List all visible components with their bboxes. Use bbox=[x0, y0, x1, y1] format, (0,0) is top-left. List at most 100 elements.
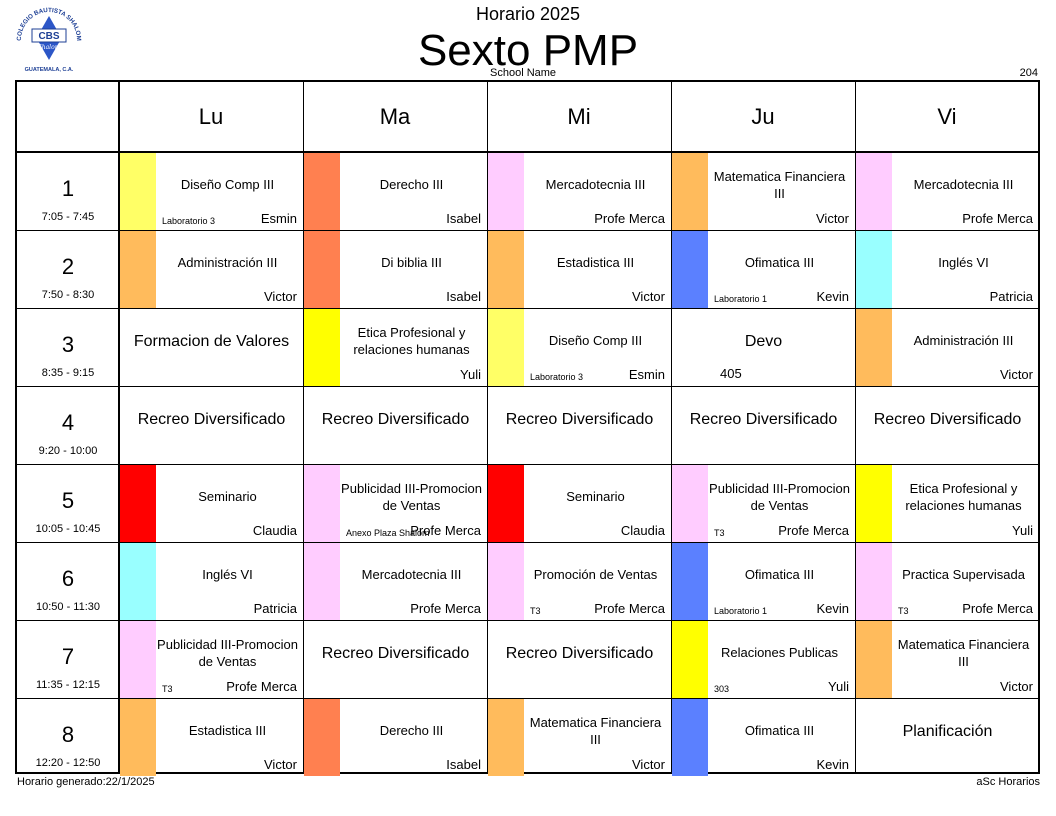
row-divider bbox=[17, 230, 1038, 231]
period-label: 4 9:20 - 10:00 bbox=[17, 386, 119, 464]
lesson-cell[interactable]: Matematica Financiera III Victor bbox=[488, 699, 671, 776]
lesson-cell[interactable]: Practica Supervisada T3 Profe Merca bbox=[856, 543, 1039, 620]
teacher-name: Profe Merca bbox=[778, 523, 849, 538]
generated-date: Horario generado:22/1/2025 bbox=[17, 776, 155, 788]
subject-name: Mercadotecnia III bbox=[361, 567, 462, 582]
lesson-cell[interactable]: Ofimatica III Laboratorio 1 Kevin bbox=[672, 231, 855, 308]
lesson-cell[interactable]: Publicidad III-Promocion de Ventas T3 Prof… bbox=[672, 465, 855, 542]
subject-name: Diseño Comp III bbox=[180, 177, 275, 192]
lesson-cell[interactable]: Ofimatica III Laboratorio 1 Kevin bbox=[672, 543, 855, 620]
subject-color-bar bbox=[488, 231, 524, 308]
subject-name: Relaciones Publicas bbox=[720, 645, 839, 660]
lesson-cell[interactable]: Di biblia III Isabel bbox=[304, 231, 487, 308]
lesson-cell[interactable]: Promoción de Ventas T3 Profe Merca bbox=[488, 543, 671, 620]
lesson-cell[interactable]: Inglés VI Patricia bbox=[120, 543, 303, 620]
subject-color-bar bbox=[304, 153, 340, 230]
subject-name: Recreo Diversificado bbox=[505, 645, 654, 662]
subject-name: Mercadotecnia III bbox=[913, 177, 1014, 192]
lesson-cell[interactable]: Matematica Financiera III Victor bbox=[856, 621, 1039, 698]
classroom-label: T3 bbox=[162, 684, 173, 694]
row-divider bbox=[17, 620, 1038, 621]
lesson-cell[interactable]: Seminario Claudia bbox=[488, 465, 671, 542]
subject-color-bar bbox=[672, 543, 708, 620]
row-divider bbox=[17, 151, 1038, 153]
subject-color-bar bbox=[120, 699, 156, 776]
subject-name: Derecho III bbox=[379, 723, 444, 738]
period-label: 6 10:50 - 11:30 bbox=[17, 542, 119, 620]
period-number: 6 bbox=[61, 566, 75, 591]
lesson-cell[interactable]: Administración III Victor bbox=[856, 309, 1039, 386]
lesson-cell[interactable]: Derecho III Isabel bbox=[304, 699, 487, 776]
lesson-cell[interactable]: Formacion de Valores bbox=[120, 309, 303, 386]
logo-banner bbox=[31, 28, 67, 43]
subject-name: Administración III bbox=[913, 333, 1014, 348]
teacher-name: Kevin bbox=[816, 757, 849, 772]
subject-name: Devo bbox=[744, 333, 783, 350]
lesson-cell[interactable]: Recreo Diversificado bbox=[304, 387, 487, 464]
subject-name: Estadistica III bbox=[556, 255, 635, 270]
teacher-name: Claudia bbox=[252, 523, 297, 538]
teacher-name: Patricia bbox=[253, 601, 297, 616]
column-divider bbox=[855, 82, 856, 772]
teacher-name: Profe Merca bbox=[226, 679, 297, 694]
lesson-cell[interactable]: Recreo Diversificado bbox=[672, 387, 855, 464]
lesson-cell[interactable]: Ofimatica III Kevin bbox=[672, 699, 855, 776]
lesson-cell[interactable]: Diseño Comp III Laboratorio 3 Esmin bbox=[488, 309, 671, 386]
lesson-cell[interactable]: Publicidad III-Promocion de Ventas T3 Prof… bbox=[120, 621, 303, 698]
period-number: 7 bbox=[61, 644, 75, 669]
teacher-name: Claudia bbox=[620, 523, 665, 538]
lesson-cell[interactable]: Etica Profesional y relaciones humanas Yu… bbox=[304, 309, 487, 386]
lesson-cell[interactable]: Recreo Diversificado bbox=[488, 621, 671, 698]
teacher-name: Profe Merca bbox=[962, 601, 1033, 616]
subject-name: Administración III bbox=[177, 255, 278, 270]
period-time: 8:35 - 9:15 bbox=[41, 367, 95, 379]
lesson-cell[interactable]: Devo 405 bbox=[672, 309, 855, 386]
row-divider bbox=[17, 698, 1038, 699]
lesson-cell[interactable]: Diseño Comp III Laboratorio 3 Esmin bbox=[120, 153, 303, 230]
lesson-cell[interactable]: Recreo Diversificado bbox=[856, 387, 1039, 464]
subject-color-bar bbox=[120, 231, 156, 308]
lesson-cell[interactable]: Estadistica III Victor bbox=[120, 699, 303, 776]
lesson-cell[interactable]: Estadistica III Victor bbox=[488, 231, 671, 308]
lesson-cell[interactable]: Inglés VI Patricia bbox=[856, 231, 1039, 308]
subject-name: Recreo Diversificado bbox=[873, 411, 1022, 428]
lesson-cell[interactable]: Recreo Diversificado bbox=[120, 387, 303, 464]
lesson-cell[interactable]: Mercadotecnia III Profe Merca bbox=[856, 153, 1039, 230]
lesson-cell[interactable]: Derecho III Isabel bbox=[304, 153, 487, 230]
subject-color-bar bbox=[856, 543, 892, 620]
subject-color-bar bbox=[856, 231, 892, 308]
period-label: 5 10:05 - 10:45 bbox=[17, 464, 119, 542]
subject-name: Formacion de Valores bbox=[133, 333, 290, 350]
subject-name: Matematica Financiera III bbox=[897, 636, 1030, 669]
teacher-name: Profe Merca bbox=[962, 211, 1033, 226]
lesson-cell[interactable]: Planificación bbox=[856, 699, 1039, 776]
subject-name: Ofimatica III bbox=[744, 723, 815, 738]
lesson-cell[interactable]: Administración III Victor bbox=[120, 231, 303, 308]
teacher-name: Profe Merca bbox=[594, 211, 665, 226]
teacher-name: Yuli bbox=[460, 367, 481, 382]
lesson-cell[interactable]: Publicidad III-Promocion de Ventas Anexo … bbox=[304, 465, 487, 542]
subject-name: Etica Profesional y relaciones humanas bbox=[905, 480, 1022, 513]
lesson-cell[interactable]: Recreo Diversificado bbox=[488, 387, 671, 464]
lesson-cell[interactable]: Mercadotecnia III Profe Merca bbox=[488, 153, 671, 230]
lesson-cell[interactable]: Mercadotecnia III Profe Merca bbox=[304, 543, 487, 620]
classroom-label: T3 bbox=[530, 606, 541, 616]
period-label: 2 7:50 - 8:30 bbox=[17, 230, 119, 308]
period-time: 7:50 - 8:30 bbox=[41, 289, 95, 301]
teacher-name: Yuli bbox=[828, 679, 849, 694]
period-label: 7 11:35 - 12:15 bbox=[17, 620, 119, 698]
subject-name: Promoción de Ventas bbox=[533, 567, 658, 582]
lesson-cell[interactable]: Etica Profesional y relaciones humanas Yu… bbox=[856, 465, 1039, 542]
subject-color-bar bbox=[304, 231, 340, 308]
period-time: 11:35 - 12:15 bbox=[35, 679, 100, 691]
lesson-cell[interactable]: Seminario Claudia bbox=[120, 465, 303, 542]
lesson-cell[interactable]: Relaciones Publicas 303 Yuli bbox=[672, 621, 855, 698]
lesson-cell[interactable]: Matematica Financiera III Victor bbox=[672, 153, 855, 230]
lesson-cell[interactable]: Recreo Diversificado bbox=[304, 621, 487, 698]
subject-color-bar bbox=[672, 699, 708, 776]
subject-color-bar bbox=[856, 309, 892, 386]
subject-name: Ofimatica III bbox=[744, 255, 815, 270]
subject-name: Recreo Diversificado bbox=[137, 411, 286, 428]
subject-name: Inglés VI bbox=[938, 255, 989, 270]
teacher-name: Profe Merca bbox=[410, 601, 481, 616]
